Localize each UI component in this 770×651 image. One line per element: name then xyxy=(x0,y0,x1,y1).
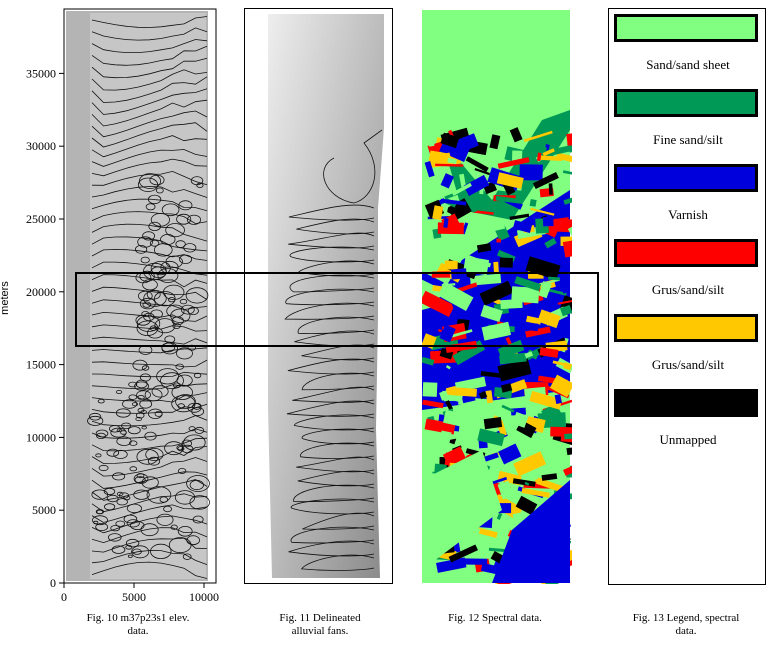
fig10-caption: Fig. 10 m37p23s1 elev. data. xyxy=(58,612,218,638)
legend-swatch xyxy=(614,164,758,192)
legend-label: Sand/sand sheet xyxy=(646,57,730,72)
y-tick-label: 5000 xyxy=(32,503,56,517)
fig11-caption-line1: Fig. 11 Delineated xyxy=(279,612,361,624)
legend-swatch xyxy=(614,239,758,267)
fig11-caption: Fig. 11 Delineated alluvial fans. xyxy=(245,612,395,638)
y-tick-label: 30000 xyxy=(26,139,56,153)
y-tick-label: 15000 xyxy=(26,358,56,372)
fig13-caption-line1: Fig. 13 Legend, spectral xyxy=(632,612,740,624)
y-axis-label: meters xyxy=(0,281,11,315)
x-tick-label: 5000 xyxy=(122,590,146,604)
legend-label: Grus/sand/silt xyxy=(651,282,725,297)
legend-label: Varnish xyxy=(668,207,708,222)
legend-swatch xyxy=(614,389,758,417)
y-tick-label: 25000 xyxy=(26,212,56,226)
fig10-caption-line1: Fig. 10 m37p23s1 elev. xyxy=(86,612,190,624)
fig11-caption-line2: alluvial fans. xyxy=(291,625,349,637)
y-tick-label: 10000 xyxy=(26,430,56,444)
fig12-caption: Fig. 12 Spectral data. xyxy=(420,612,570,625)
x-tick-label: 0 xyxy=(61,590,67,604)
fig13-caption-line2: data. xyxy=(675,625,697,637)
legend-swatch xyxy=(614,89,758,117)
highlight-band xyxy=(75,272,599,347)
fig13-caption: Fig. 13 Legend, spectral data. xyxy=(606,612,766,638)
legend-swatch xyxy=(614,314,758,342)
elevation-contour-map: 0 5000 10000 15000 20000 25000 30000 35000 0 500… xyxy=(26,8,219,604)
legend-swatch xyxy=(614,14,758,42)
y-tick-label: 35000 xyxy=(26,66,56,80)
legend-label: Grus/sand/silt xyxy=(651,357,725,372)
x-tick-label: 10000 xyxy=(189,590,219,604)
y-tick-label: 20000 xyxy=(26,285,56,299)
fig12-caption-line1: Fig. 12 Spectral data. xyxy=(448,612,542,624)
spectral-map xyxy=(422,10,572,584)
fig10-caption-line2: data. xyxy=(127,625,149,637)
delineated-fans-map xyxy=(244,8,393,584)
legend-label: Fine sand/silt xyxy=(653,132,723,147)
legend-label: Unmapped xyxy=(659,432,717,447)
legend-frame xyxy=(608,8,766,585)
y-tick-label: 0 xyxy=(50,576,56,590)
